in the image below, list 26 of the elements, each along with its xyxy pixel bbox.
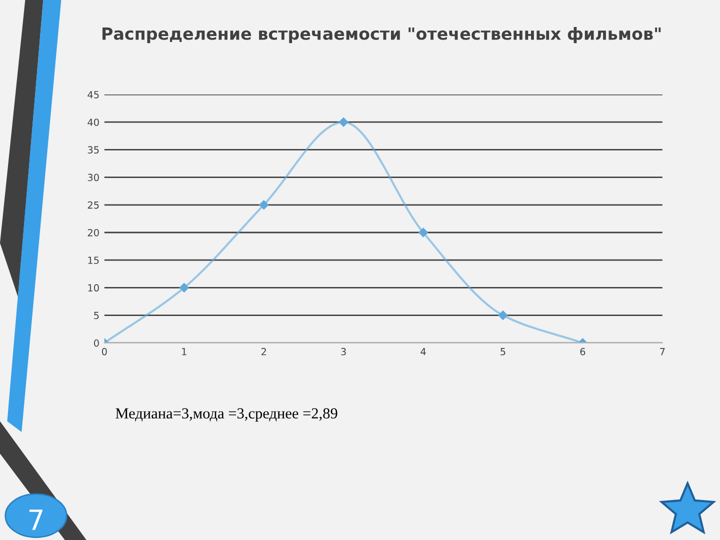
x-tick-label: 4 xyxy=(420,348,426,356)
y-tick-label: 30 xyxy=(88,174,99,182)
text: 7 xyxy=(29,510,42,530)
y-tick-label: 10 xyxy=(88,284,99,292)
point xyxy=(498,310,508,320)
y-tick-label: 0 xyxy=(94,339,99,347)
y-tick-label: 25 xyxy=(88,201,99,209)
point xyxy=(259,200,268,210)
x-tick-label: 3 xyxy=(341,348,346,356)
y-tick-label: 40 xyxy=(88,118,99,126)
point xyxy=(418,228,428,238)
x-tick-label: 5 xyxy=(500,348,506,356)
point xyxy=(338,117,348,127)
y-tick-label: 35 xyxy=(88,146,99,154)
x-tick-label: 7 xyxy=(660,348,665,356)
y-tick-label: 5 xyxy=(94,312,99,320)
x-tick-label: 6 xyxy=(580,348,586,356)
point xyxy=(179,283,189,292)
y-tick-label: 15 xyxy=(88,256,99,264)
y-tick-label: 45 xyxy=(88,91,99,98)
y-tick-label: 20 xyxy=(88,228,99,236)
text: Медиана=3,мода =3,среднее =2,89 xyxy=(116,408,338,422)
x-tick-label: 0 xyxy=(102,348,107,356)
chart-title: Распределение встречаемости "отечественных фильмов" xyxy=(102,27,661,44)
x-tick-label: 1 xyxy=(182,348,186,356)
x-tick-label: 2 xyxy=(261,348,266,356)
